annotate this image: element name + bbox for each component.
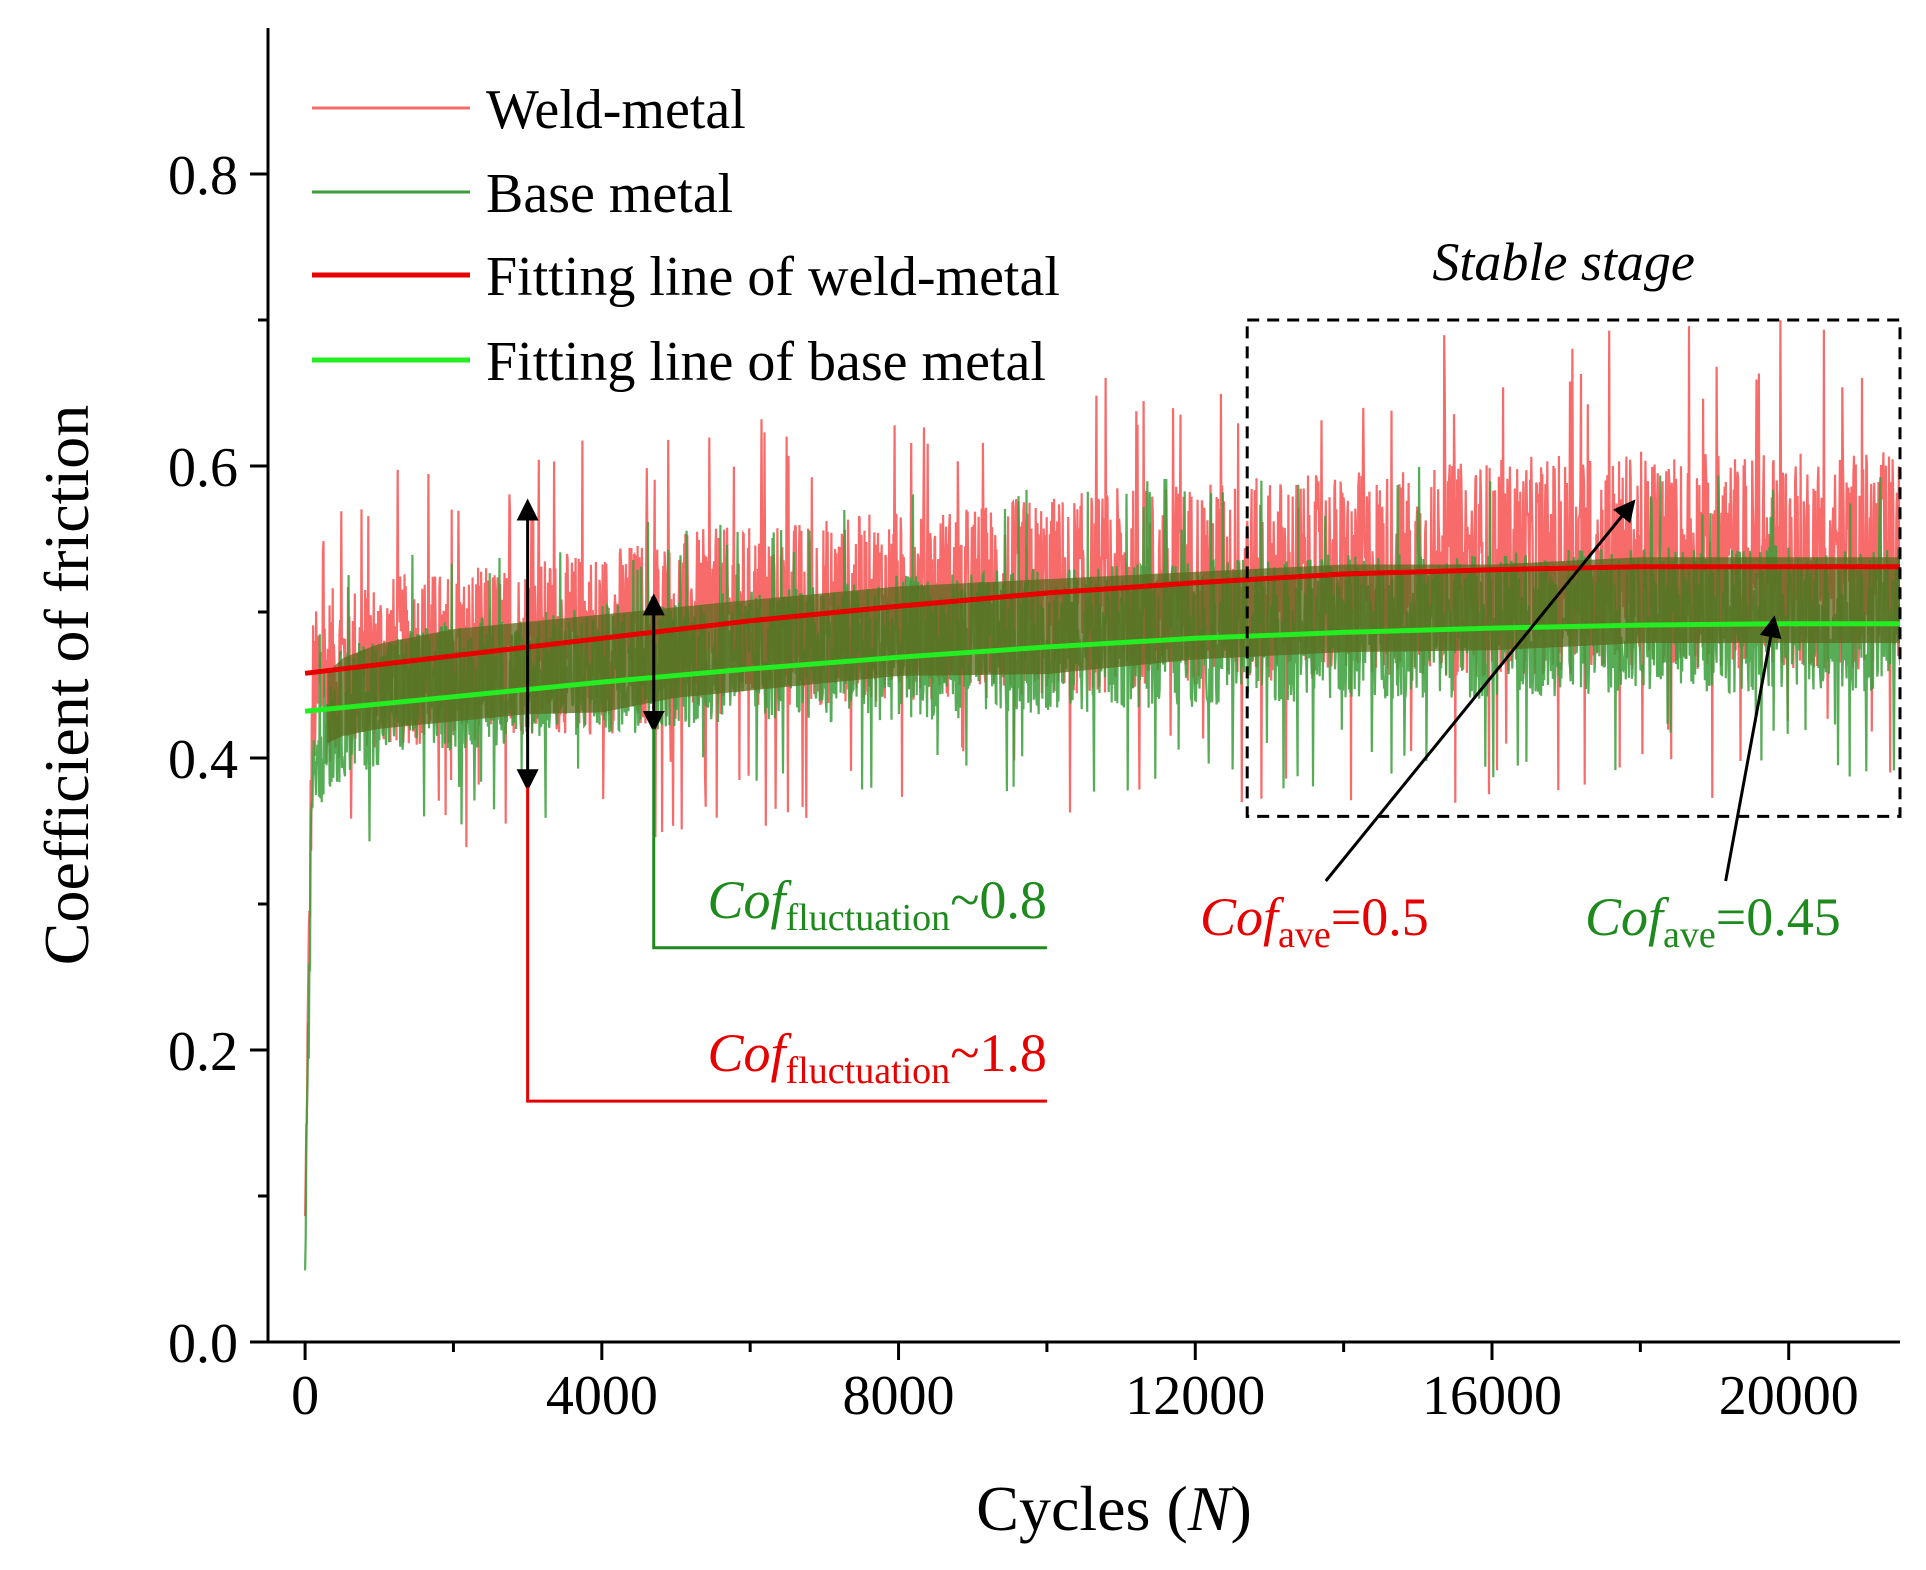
legend-label: Fitting line of base metal [486, 331, 1046, 393]
y-tick-label: 0.8 [168, 145, 238, 207]
x-tick-label: 12000 [1125, 1365, 1265, 1427]
legend-label: Base metal [486, 163, 733, 225]
y-axis-title: Coefficient of friction [31, 405, 102, 965]
x-tick-label: 0 [291, 1365, 319, 1427]
y-tick-label: 0.6 [168, 437, 238, 499]
base-fluctuation-bracket [652, 728, 1047, 950]
annotations: Stable stage Coffluctuation~1.8 Coffluctua… [516, 232, 1902, 1103]
x-tick-label: 4000 [546, 1365, 658, 1427]
legend: Weld-metal Base metal Fitting line of weld… [312, 79, 1060, 393]
data-layer [304, 320, 1900, 1271]
x-tick-label: 16000 [1422, 1365, 1562, 1427]
stable-stage-box [1245, 318, 1902, 818]
weld-fluctuation-label: Coffluctuation~1.8 [708, 1023, 1047, 1092]
y-tick-label: 0.4 [168, 729, 238, 791]
legend-label: Fitting line of weld-metal [486, 246, 1060, 308]
weld-average-arrow [1324, 499, 1636, 882]
x-tick-label: 20000 [1719, 1365, 1859, 1427]
base-average-label: Cofave=0.45 [1585, 887, 1841, 956]
legend-label: Weld-metal [486, 79, 746, 141]
y-tick-label: 0.0 [168, 1313, 238, 1375]
base-average-arrow [1724, 615, 1782, 882]
series-fitting-line-of-weld-metal [304, 564, 1900, 676]
weld-average-label: Cofave=0.5 [1200, 887, 1429, 956]
axes: 0 4000 8000 12000 16000 20000 0.0 0.2 0.4 0.6 0.8 C… [31, 28, 1900, 1544]
y-tick-label: 0.2 [168, 1021, 238, 1083]
overlap-band [327, 557, 1900, 744]
weld-fluctuation-bracket [526, 787, 1047, 1103]
stable-stage-label: Stable stage [1432, 232, 1694, 292]
series-fitting-line-of-base-metal [304, 621, 1900, 714]
x-axis-title: Cycles (N) [976, 1473, 1252, 1544]
x-tick-label: 8000 [843, 1365, 955, 1427]
base-fluctuation-label: Coffluctuation~0.8 [708, 870, 1047, 939]
